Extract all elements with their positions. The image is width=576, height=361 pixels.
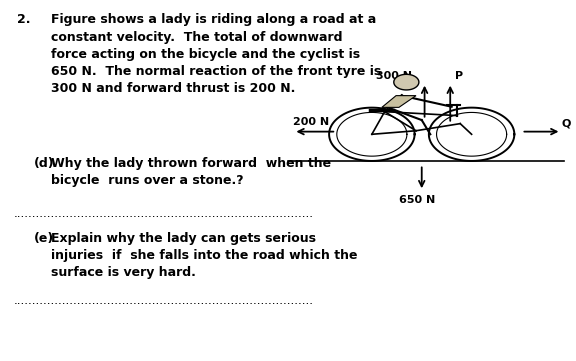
Text: 300 N: 300 N [376, 71, 412, 81]
Text: ................................................................................: ........................................… [14, 294, 314, 307]
Text: Figure shows a lady is riding along a road at a: Figure shows a lady is riding along a ro… [51, 13, 377, 26]
Text: P: P [455, 71, 463, 81]
Text: (e): (e) [34, 232, 54, 245]
Text: Why the lady thrown forward  when the: Why the lady thrown forward when the [51, 157, 331, 170]
Text: 300 N and forward thrust is 200 N.: 300 N and forward thrust is 200 N. [51, 82, 295, 95]
Polygon shape [382, 96, 416, 107]
Text: (d): (d) [34, 157, 55, 170]
Text: surface is very hard.: surface is very hard. [51, 266, 196, 279]
Text: 200 N: 200 N [294, 117, 329, 127]
Text: injuries  if  she falls into the road which the: injuries if she falls into the road whic… [51, 249, 358, 262]
Polygon shape [394, 74, 419, 90]
Text: 650 N.  The normal reaction of the front tyre is: 650 N. The normal reaction of the front … [51, 65, 381, 78]
Text: bicycle  runs over a stone.?: bicycle runs over a stone.? [51, 174, 244, 187]
Text: constant velocity.  The total of downward: constant velocity. The total of downward [51, 30, 343, 44]
Text: Q: Q [562, 118, 571, 128]
Text: ................................................................................: ........................................… [14, 207, 314, 220]
Text: 650 N: 650 N [399, 195, 435, 205]
Text: 2.: 2. [17, 13, 31, 26]
Text: Explain why the lady can gets serious: Explain why the lady can gets serious [51, 232, 316, 245]
Text: force acting on the bicycle and the cyclist is: force acting on the bicycle and the cycl… [51, 48, 361, 61]
